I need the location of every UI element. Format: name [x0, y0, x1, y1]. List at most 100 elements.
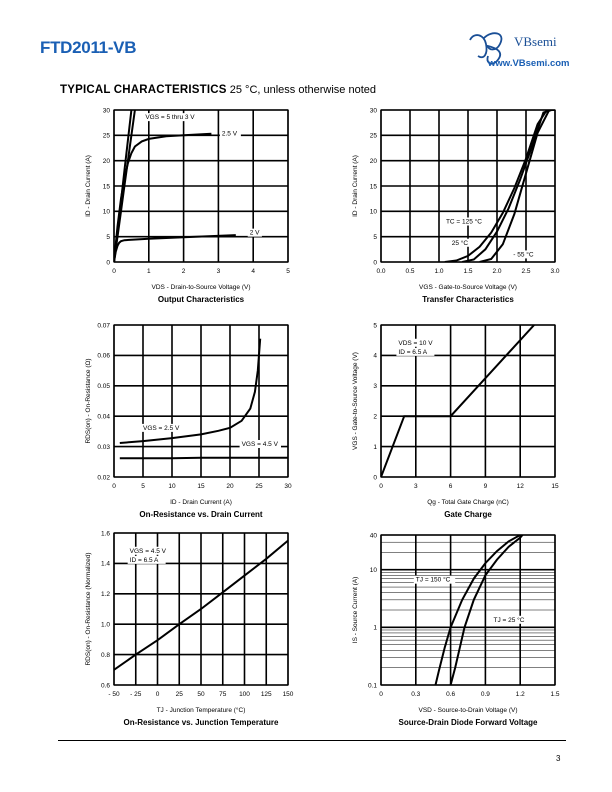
annotation-label-1: VDS = 10 V [398, 340, 433, 347]
y-tick-label: 0.07 [97, 322, 110, 329]
x-tick-label: 4 [251, 268, 255, 275]
vbsemi-logo-icon [469, 32, 503, 65]
y-axis-label: RDS(on) - On-Resistance (Normalized) [85, 552, 92, 665]
x-tick-label: 3 [217, 268, 221, 275]
y-tick-label: 30 [103, 107, 111, 114]
annotation-bg [491, 615, 530, 624]
x-axis-label: TJ - Junction Temperature (°C) [157, 706, 246, 714]
y-tick-label: 15 [103, 183, 111, 190]
section-heading: TYPICAL CHARACTERISTICS 25 °C, unless ot… [60, 84, 376, 96]
x-tick-label: 2.5 [521, 268, 530, 275]
x-tick-label: 125 [261, 691, 272, 698]
chart-2: 0.0 0.5 1.0 1.5 2.0 2.5 3.0 0 5 10 15 20 25 30 TC = 12… [352, 107, 560, 304]
x-tick-label: 2 [182, 268, 186, 275]
y-tick-label: 40 [370, 532, 378, 539]
x-axis-label: VGS - Gate-to-Source Voltage (V) [419, 284, 517, 291]
y-tick-label: 25 [370, 133, 378, 140]
y-axis-label: RDS(on) - On-Resistance (Ω) [85, 358, 92, 443]
series-line-2 [114, 110, 136, 262]
x-tick-label: 2.0 [492, 268, 501, 275]
annotation-label-2: ID = 6.5 A [398, 349, 427, 356]
annotation-bg [449, 238, 471, 247]
y-tick-label: 10 [103, 209, 111, 216]
annotation-bg [396, 338, 435, 347]
x-axis-label: ID - Drain Current (A) [170, 499, 232, 506]
x-tick-label: 0 [379, 691, 383, 698]
y-tick-label: 5 [373, 234, 377, 241]
x-tick-label: 0.0 [376, 268, 385, 275]
chart-1: 0 1 2 3 4 5 0 5 10 15 20 25 30 VGS = 5 thru 3 V 2.5 V 2… [85, 107, 290, 304]
x-axis-label: VSD - Source-to-Drain Voltage (V) [419, 707, 518, 714]
x-tick-label: 0 [379, 483, 383, 490]
y-tick-label: 0.02 [97, 474, 110, 481]
y-tick-label: 20 [103, 158, 111, 165]
plot-frame [380, 324, 556, 478]
plot-frame [113, 109, 289, 263]
annotation-bg [396, 347, 435, 356]
y-tick-label: 1.6 [101, 530, 110, 537]
x-tick-label: 0.9 [481, 691, 490, 698]
y-tick-label: 2 [373, 414, 377, 421]
x-tick-label: 1.5 [463, 268, 472, 275]
annotation-bg [219, 129, 241, 138]
x-tick-label: 0.3 [411, 691, 420, 698]
annotation-label-2: TJ = 25 °C [494, 616, 525, 624]
website-link[interactable]: www.VBsemi.com [488, 58, 570, 69]
annotation-bg [127, 555, 166, 564]
y-tick-label: 0.6 [101, 682, 110, 689]
chart-title: On-Resistance vs. Junction Temperature [123, 718, 279, 727]
x-tick-label: 1 [147, 268, 151, 275]
part-number: FTD2011-VB [40, 38, 137, 57]
x-tick-label: 30 [284, 483, 292, 490]
y-tick-label: 5 [106, 234, 110, 241]
annotation-label-3: 2 V [250, 230, 260, 237]
y-tick-label: 1 [373, 625, 377, 632]
y-tick-label: 15 [370, 183, 378, 190]
y-tick-label: 25 [103, 133, 111, 140]
x-axis-label: VDS - Drain-to-Source Voltage (V) [152, 284, 251, 291]
y-tick-label: 1.2 [101, 591, 110, 598]
x-tick-label: 15 [197, 483, 205, 490]
chart-5: - 50 - 25 0 25 50 75 100 125 150 0.6 0.8 1.0 1.2 1.4 1… [85, 530, 294, 727]
annotation-bg [511, 250, 540, 259]
annotation-bg [143, 113, 202, 122]
x-tick-label: 3 [414, 483, 418, 490]
y-tick-label: 0.03 [97, 444, 110, 451]
y-tick-label: 0.04 [97, 414, 110, 421]
y-tick-label: 5 [373, 322, 377, 329]
x-tick-label: 0 [112, 483, 116, 490]
chart-title: Gate Charge [444, 510, 492, 519]
x-tick-label: 0 [112, 268, 116, 275]
x-tick-label: - 50 [108, 691, 120, 698]
annotation-label-1: VGS = 2.5 V [143, 425, 180, 432]
series-line-4 [114, 234, 236, 262]
y-axis-label: ID - Drain Current (A) [352, 155, 359, 217]
y-tick-label: 0 [106, 259, 110, 266]
series-line-3 [114, 132, 212, 262]
series-line-1 [444, 110, 548, 262]
annotation-label-2: 25 °C [452, 239, 469, 247]
x-tick-label: 12 [517, 483, 525, 490]
annotation-label-1: TJ = 150 °C [416, 576, 451, 584]
annotation-bg [413, 575, 456, 584]
series-line-1 [381, 325, 535, 477]
y-tick-label: 3 [373, 383, 377, 390]
series-line-1 [114, 539, 288, 671]
y-axis-label: VGS - Gate-to-Source Voltage (V) [352, 352, 359, 450]
y-axis-label: ID - Drain Current (A) [85, 155, 92, 217]
annotation-bg [247, 228, 262, 237]
y-tick-label: 0.06 [97, 353, 110, 360]
x-tick-label: 25 [176, 691, 184, 698]
annotation-bg [239, 439, 281, 448]
plot-frame [113, 324, 289, 478]
annotation-label-2: VGS = 4.5 V [242, 441, 279, 448]
y-tick-label: 1.4 [101, 561, 110, 568]
x-tick-label: 0 [156, 691, 160, 698]
annotation-bg [127, 546, 170, 555]
annotation-label-3: - 55 °C [513, 250, 534, 258]
x-tick-label: 15 [551, 483, 559, 490]
annotation-label-1: VGS = 5 thru 3 V [145, 114, 195, 121]
x-tick-label: 1.5 [550, 691, 559, 698]
chart-title: Source-Drain Diode Forward Voltage [399, 718, 539, 727]
plot-frame [380, 534, 556, 686]
